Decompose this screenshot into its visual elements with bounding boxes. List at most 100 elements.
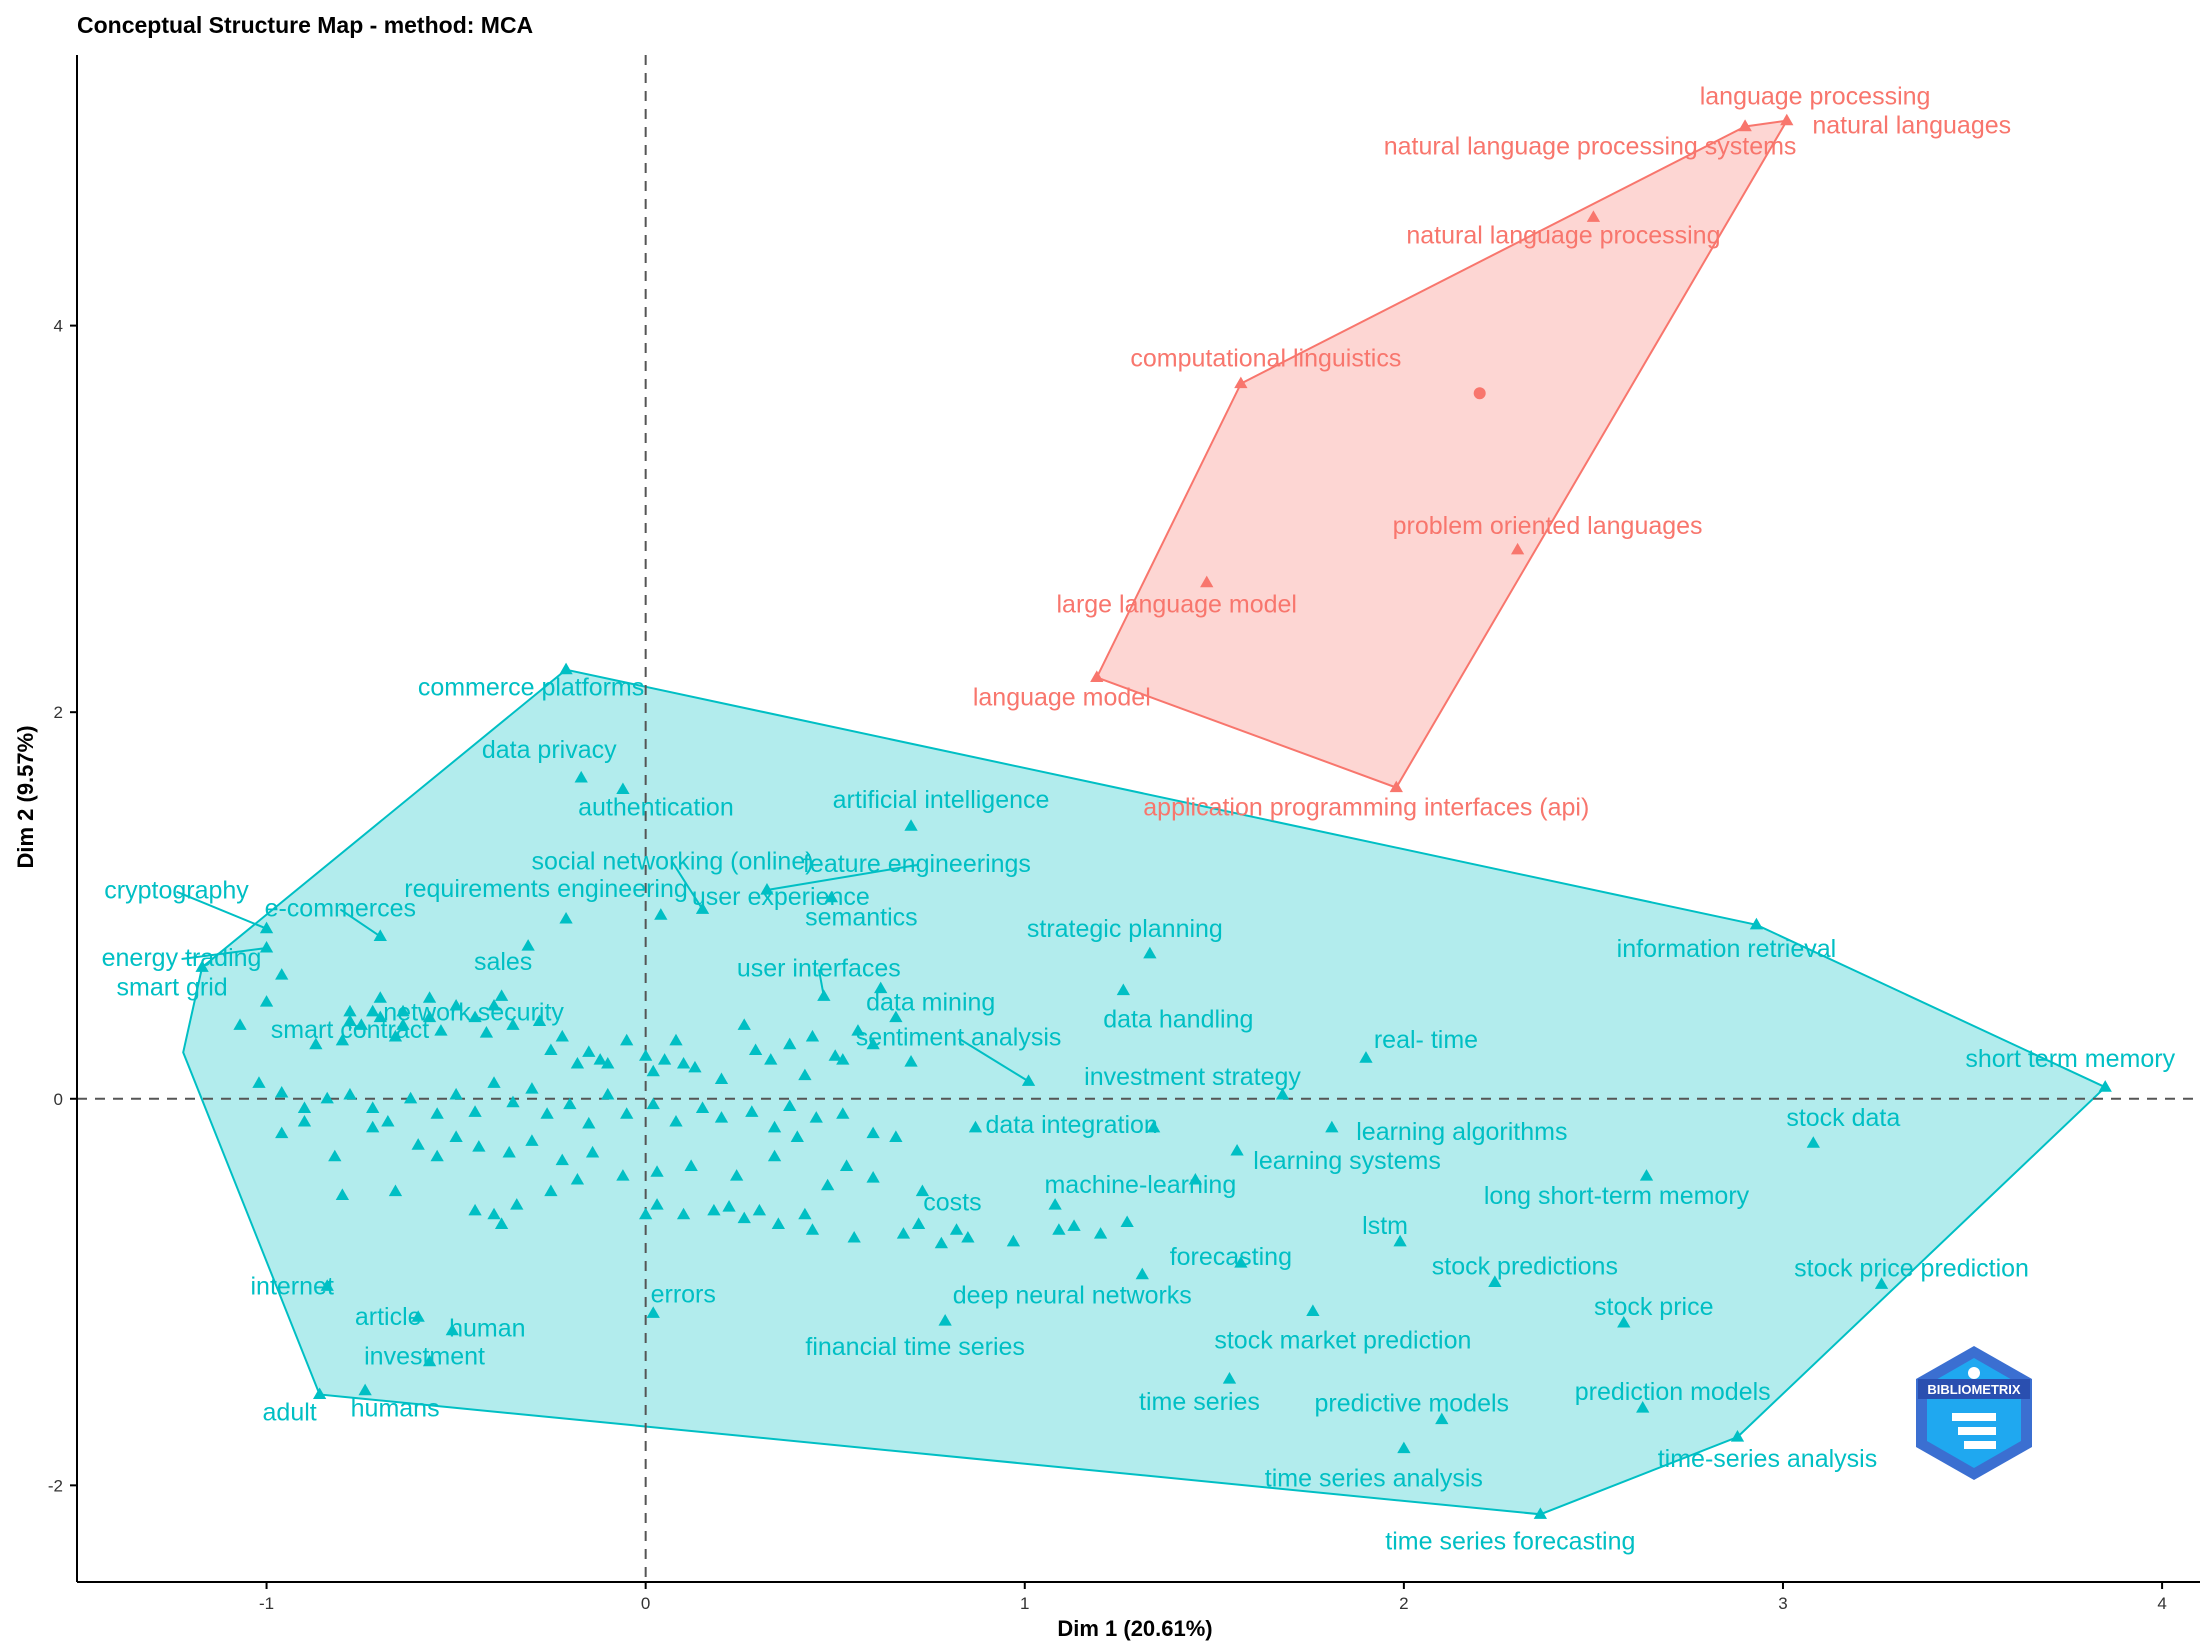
y-tick-label: -2 xyxy=(48,1476,63,1495)
point-label: problem oriented languages xyxy=(1393,512,1703,540)
y-tick-label: 4 xyxy=(54,317,63,336)
point-label: information retrieval xyxy=(1617,935,1837,963)
point-label: stock market prediction xyxy=(1214,1326,1471,1354)
cluster-centroid xyxy=(1473,387,1486,400)
data-point xyxy=(839,1159,854,1171)
data-point xyxy=(707,1203,721,1216)
data-point xyxy=(1120,1215,1134,1228)
data-point xyxy=(388,1029,403,1042)
data-point xyxy=(430,1107,444,1119)
data-point xyxy=(669,1114,683,1127)
data-point xyxy=(593,1053,607,1065)
data-point xyxy=(472,1140,486,1152)
point-label: cryptography xyxy=(104,877,249,905)
point-label: data privacy xyxy=(482,736,617,764)
data-point xyxy=(422,1354,437,1367)
chart-title: Conceptual Structure Map - method: MCA xyxy=(77,12,533,38)
data-point xyxy=(646,1097,660,1110)
data-point xyxy=(601,1056,615,1069)
data-point xyxy=(938,1314,952,1326)
point-label: internet xyxy=(251,1272,334,1300)
data-point xyxy=(1116,983,1130,996)
data-point xyxy=(1093,1227,1108,1239)
data-point xyxy=(506,1095,520,1108)
data-point xyxy=(968,1120,983,1133)
point-label: application programming interfaces (api) xyxy=(1143,794,1589,822)
point-label: user experience xyxy=(692,883,870,911)
data-point xyxy=(563,1097,577,1110)
label-leader-line xyxy=(958,1037,1030,1083)
point-label: time series xyxy=(1139,1388,1260,1416)
data-point xyxy=(722,1200,736,1212)
data-point xyxy=(809,1111,823,1123)
point-label: prediction models xyxy=(1575,1378,1771,1406)
point-label: stock data xyxy=(1786,1104,1900,1132)
data-point xyxy=(1617,1315,1631,1328)
data-point xyxy=(729,1169,744,1181)
data-point xyxy=(555,1029,569,1042)
data-point xyxy=(445,1323,459,1336)
data-point xyxy=(1052,1223,1066,1235)
data-point xyxy=(343,1087,357,1100)
point-label: costs xyxy=(923,1189,981,1217)
point-label: language model xyxy=(973,683,1151,711)
data-point xyxy=(320,1091,334,1104)
data-point xyxy=(555,1153,569,1166)
data-point xyxy=(601,1087,615,1100)
data-point xyxy=(934,1236,949,1249)
data-point xyxy=(1275,1087,1290,1100)
data-point xyxy=(525,1134,539,1146)
data-point xyxy=(1021,1074,1036,1086)
point-label: learning algorithms xyxy=(1356,1118,1567,1146)
point-label: stock price xyxy=(1594,1293,1713,1321)
point-label: data handling xyxy=(1103,1006,1253,1034)
data-point xyxy=(847,1230,861,1243)
data-point xyxy=(328,1149,342,1162)
point-label: time series forecasting xyxy=(1385,1527,1635,1555)
data-point xyxy=(1488,1275,1502,1287)
data-point xyxy=(259,921,274,934)
data-point xyxy=(657,1053,672,1065)
point-label: large language model xyxy=(1057,591,1297,619)
data-point xyxy=(532,1014,547,1027)
data-point xyxy=(1090,670,1104,682)
data-point xyxy=(468,1010,482,1023)
data-point xyxy=(748,1043,763,1055)
point-label: real- time xyxy=(1374,1026,1478,1054)
data-point xyxy=(396,1004,410,1017)
data-point xyxy=(430,1149,444,1162)
data-point xyxy=(312,1387,327,1400)
data-point xyxy=(669,1033,683,1046)
data-point xyxy=(574,770,588,783)
point-label: natural language processing xyxy=(1406,221,1720,249)
data-point xyxy=(904,819,918,831)
data-point xyxy=(1636,1401,1650,1413)
point-label: human xyxy=(449,1315,525,1343)
data-point xyxy=(1510,542,1525,555)
point-label: humans xyxy=(351,1395,440,1423)
data-point xyxy=(805,1029,820,1042)
data-point xyxy=(650,1198,664,1210)
data-point xyxy=(828,1049,842,1061)
data-point xyxy=(320,1279,334,1291)
data-point xyxy=(494,1217,509,1229)
data-point xyxy=(752,1203,767,1216)
point-label: strategic planning xyxy=(1027,915,1223,943)
x-tick-label: 4 xyxy=(2157,1594,2166,1613)
data-point xyxy=(1135,1267,1149,1280)
data-point xyxy=(585,1145,600,1158)
data-point xyxy=(771,1217,785,1229)
data-point xyxy=(616,782,630,795)
data-point xyxy=(449,1130,463,1142)
point-label: investment strategy xyxy=(1084,1063,1301,1091)
data-point xyxy=(889,1130,903,1142)
data-point xyxy=(1397,1441,1411,1454)
data-point xyxy=(676,1207,691,1220)
x-tick-label: -1 xyxy=(259,1594,274,1613)
point-label: feature engineerings xyxy=(803,850,1031,878)
data-point xyxy=(275,968,289,980)
data-point xyxy=(506,1018,520,1030)
data-point xyxy=(275,1085,289,1098)
point-label: short term memory xyxy=(1965,1045,2175,1073)
data-point xyxy=(487,1207,501,1220)
